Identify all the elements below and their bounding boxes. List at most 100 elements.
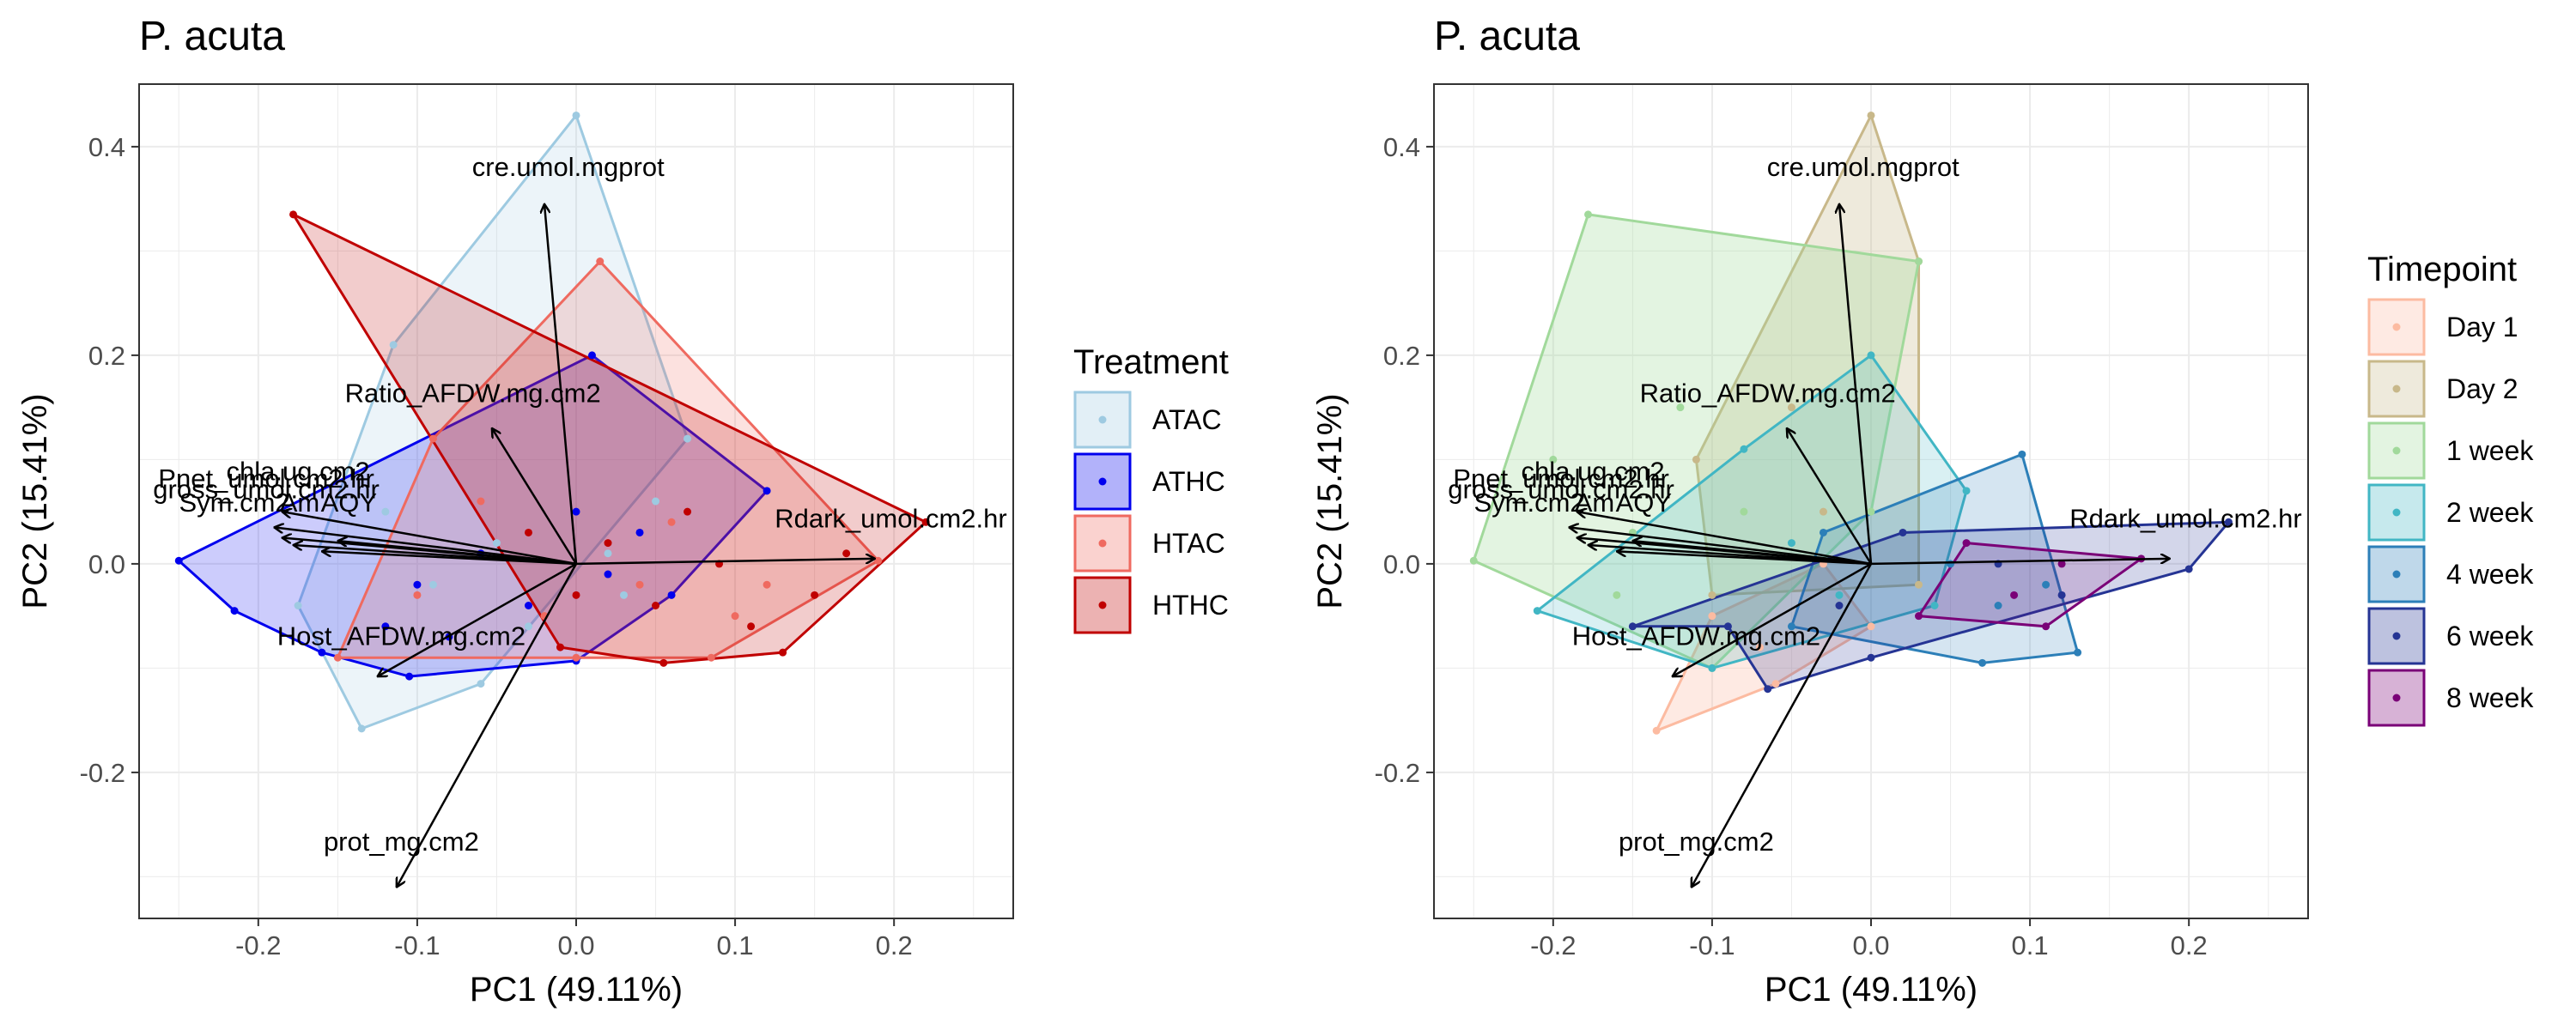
x-tick-label: 0.2 — [876, 930, 913, 960]
x-tick-label: 0.0 — [557, 930, 594, 960]
point-6-week — [2224, 518, 2233, 526]
point-hthc — [556, 643, 564, 651]
plot-area: cre.umol.mgprot Ratio_AFDW.mg.cm2 Rdark_um… — [1448, 111, 2302, 888]
point-4-week — [2074, 648, 2082, 657]
hull-1-week — [1472, 213, 1921, 670]
loading-arrow — [575, 559, 875, 566]
point-atac — [524, 622, 532, 631]
legend: Treatment ATAC ATHC HTAC HTHC — [1073, 343, 1229, 634]
point-1-week — [1613, 591, 1621, 599]
legend: Timepoint Day 1 Day 2 1 week 2 week 4 week 6 w… — [2367, 251, 2534, 727]
point-2-week — [1787, 539, 1795, 548]
loading-arrow — [283, 512, 577, 566]
point-6-week — [1867, 653, 1875, 662]
point-atac — [492, 539, 501, 548]
legend-item: 1 week — [2367, 421, 2534, 480]
point-athc — [524, 602, 532, 609]
loading-arrow — [1577, 512, 1872, 566]
loading-label: Ratio_AFDW.mg.cm2 — [345, 379, 601, 409]
pca-panel-1: cre.umol.mgprot Ratio_AFDW.mg.cm2 Rdark_um… — [16, 14, 1229, 1009]
legend-label: ATAC — [1152, 404, 1222, 435]
point-atac — [604, 549, 612, 558]
point-4-week — [2042, 580, 2050, 589]
legend-key — [2367, 545, 2426, 603]
x-tick-label: -0.2 — [1530, 930, 1576, 960]
point-8-week — [1962, 539, 1971, 548]
point-hthc — [652, 602, 660, 609]
point-athc — [667, 591, 676, 599]
point-day-1 — [1771, 680, 1780, 688]
hull-day-1 — [1654, 562, 1874, 734]
y-tick-label: 0.0 — [1383, 549, 1420, 579]
legend-key-point — [2392, 508, 2401, 517]
chart-title: P. acuta — [1434, 14, 1580, 59]
y-tick-label: 0.2 — [1383, 341, 1420, 371]
loading-arrow — [492, 428, 578, 565]
point-athc — [318, 648, 326, 657]
point-atac — [620, 591, 629, 599]
point-1-week — [1584, 210, 1593, 219]
point-atac — [683, 434, 692, 443]
point-htac — [731, 612, 739, 621]
legend-key-point — [2392, 632, 2401, 640]
legend-item: Day 1 — [2367, 298, 2518, 356]
loading-arrow — [1569, 527, 1872, 566]
point-day-2 — [1692, 455, 1700, 464]
legend-label: ATHC — [1152, 466, 1225, 497]
legend-key-point — [2392, 694, 2401, 702]
legend-label: HTHC — [1152, 590, 1229, 621]
point-6-week — [1835, 602, 1844, 609]
point-2-week — [1533, 607, 1541, 615]
point-hthc — [921, 518, 930, 526]
point-day-2 — [1819, 507, 1827, 516]
point-atac — [428, 580, 437, 589]
legend-key-point — [2392, 323, 2401, 331]
legend-label: HTAC — [1152, 528, 1225, 559]
point-hthc — [842, 549, 851, 558]
point-2-week — [1867, 351, 1875, 360]
pca-panel-2: cre.umol.mgprot Ratio_AFDW.mg.cm2 Rdark_um… — [1311, 14, 2534, 1009]
x-tick-label: 0.0 — [1852, 930, 1889, 960]
point-athc — [174, 556, 183, 565]
point-htac — [572, 653, 580, 662]
loading-label: chla.ug.cm2 — [1522, 457, 1665, 487]
loading-arrow — [544, 204, 578, 565]
loading-label: Sym.cm2 — [179, 488, 289, 518]
loading-label: AQY — [1616, 488, 1672, 518]
point-day-1 — [1708, 612, 1716, 621]
legend-key-point — [1098, 601, 1107, 609]
y-tick-label: 0.4 — [88, 132, 125, 162]
point-hthc — [604, 539, 612, 548]
legend-key-point — [1098, 415, 1107, 424]
point-athc — [604, 570, 612, 579]
point-htac — [635, 580, 644, 589]
point-2-week — [1708, 663, 1716, 672]
point-athc — [635, 528, 644, 536]
point-4-week — [1994, 602, 2002, 609]
loading-arrow — [1870, 559, 2170, 566]
point-htac — [413, 591, 422, 599]
legend-label: Day 1 — [2446, 312, 2518, 342]
point-hthc — [779, 648, 787, 657]
loading-label: cre.umol.mgprot — [1767, 152, 1959, 182]
x-tick-label: 0.2 — [2171, 930, 2208, 960]
legend-key-point — [2392, 446, 2401, 455]
loading-label: cre.umol.mgprot — [472, 152, 665, 182]
legend-key-point — [2392, 385, 2401, 393]
loading-label: Ratio_AFDW.mg.cm2 — [1640, 379, 1896, 409]
loading-label: Rdark_umol.cm2.hr — [2069, 503, 2301, 533]
point-4-week — [1819, 528, 1827, 536]
legend-label: 1 week — [2446, 435, 2534, 466]
point-hthc — [572, 591, 580, 599]
point-atac — [381, 507, 390, 516]
loading-label: Host_AFDW.mg.cm2 — [1572, 621, 1820, 651]
point-athc — [405, 672, 414, 681]
x-axis-label: PC1 (49.11%) — [1765, 971, 1978, 1009]
plot-area: cre.umol.mgprot Ratio_AFDW.mg.cm2 Rdark_um… — [153, 111, 1007, 888]
legend-label: 2 week — [2446, 497, 2534, 528]
loading-arrow — [1632, 541, 1872, 566]
point-day-1 — [1867, 622, 1875, 631]
point-day-2 — [1708, 591, 1716, 599]
legend-title: Treatment — [1073, 343, 1229, 381]
point-htac — [874, 556, 883, 565]
